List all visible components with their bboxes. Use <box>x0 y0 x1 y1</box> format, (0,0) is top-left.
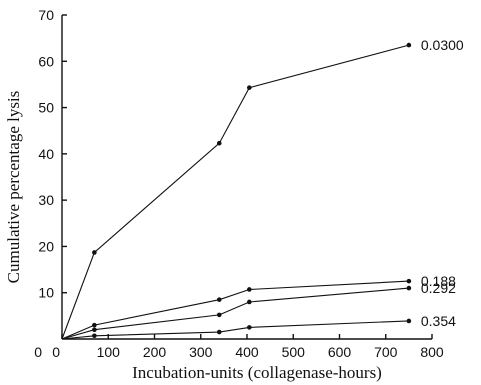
data-point <box>247 299 252 305</box>
x-tick-label: 800 <box>420 344 444 360</box>
x-axis-ticks: 0 100 200 300 400 500 600 700 800 <box>52 334 444 360</box>
x-tick-label: 300 <box>189 344 213 360</box>
data-point <box>216 329 222 335</box>
data-point <box>92 333 97 339</box>
data-point <box>92 250 97 255</box>
series-line <box>61 44 410 340</box>
series-2: 0.188 <box>61 273 456 340</box>
data-point <box>216 312 222 318</box>
x-tick-label: 600 <box>328 344 352 360</box>
data-point <box>92 327 97 333</box>
series-end-label: 0.354 <box>421 313 456 329</box>
data-point <box>92 322 97 328</box>
y-tick-label: 70 <box>38 7 54 23</box>
series-3: 0.292 <box>61 280 456 340</box>
y-tick-label: 10 <box>38 285 54 301</box>
y-tick-label: 60 <box>38 53 54 69</box>
data-point <box>247 325 252 330</box>
series-end-label: 0.188 <box>421 273 456 289</box>
series-1: 0.0300 <box>61 37 464 340</box>
series-end-label: 0.0300 <box>421 37 464 53</box>
x-tick-label: 0 <box>52 344 60 360</box>
series-line <box>61 280 409 340</box>
data-point <box>406 318 412 324</box>
y-tick-label: 50 <box>38 100 54 116</box>
origin-tick-label: 0 <box>34 344 42 360</box>
series-line <box>61 287 409 340</box>
x-tick-label: 500 <box>282 344 306 360</box>
series-line <box>61 320 409 340</box>
y-tick-label: 30 <box>38 192 54 208</box>
data-point <box>406 285 412 291</box>
data-point <box>216 140 222 146</box>
series-end-label: 0.292 <box>421 280 456 296</box>
y-axis-ticks: 10 20 30 40 50 60 70 0 <box>34 7 67 360</box>
data-point <box>216 297 222 302</box>
data-point <box>247 85 252 90</box>
data-point <box>247 287 252 292</box>
x-tick-label: 200 <box>143 344 167 360</box>
y-tick-label: 20 <box>38 238 54 254</box>
x-axis-title: Incubation-units (collagenase-hours) <box>132 363 382 382</box>
series-4: 0.354 <box>61 313 456 340</box>
data-point <box>406 278 412 284</box>
x-tick-label: 400 <box>235 344 259 360</box>
y-axis-title: Cumulative percentage lysis <box>4 91 23 284</box>
x-tick-label: 100 <box>97 344 121 360</box>
x-tick-label: 700 <box>374 344 398 360</box>
y-tick-label: 40 <box>38 146 54 162</box>
data-point <box>406 42 412 48</box>
